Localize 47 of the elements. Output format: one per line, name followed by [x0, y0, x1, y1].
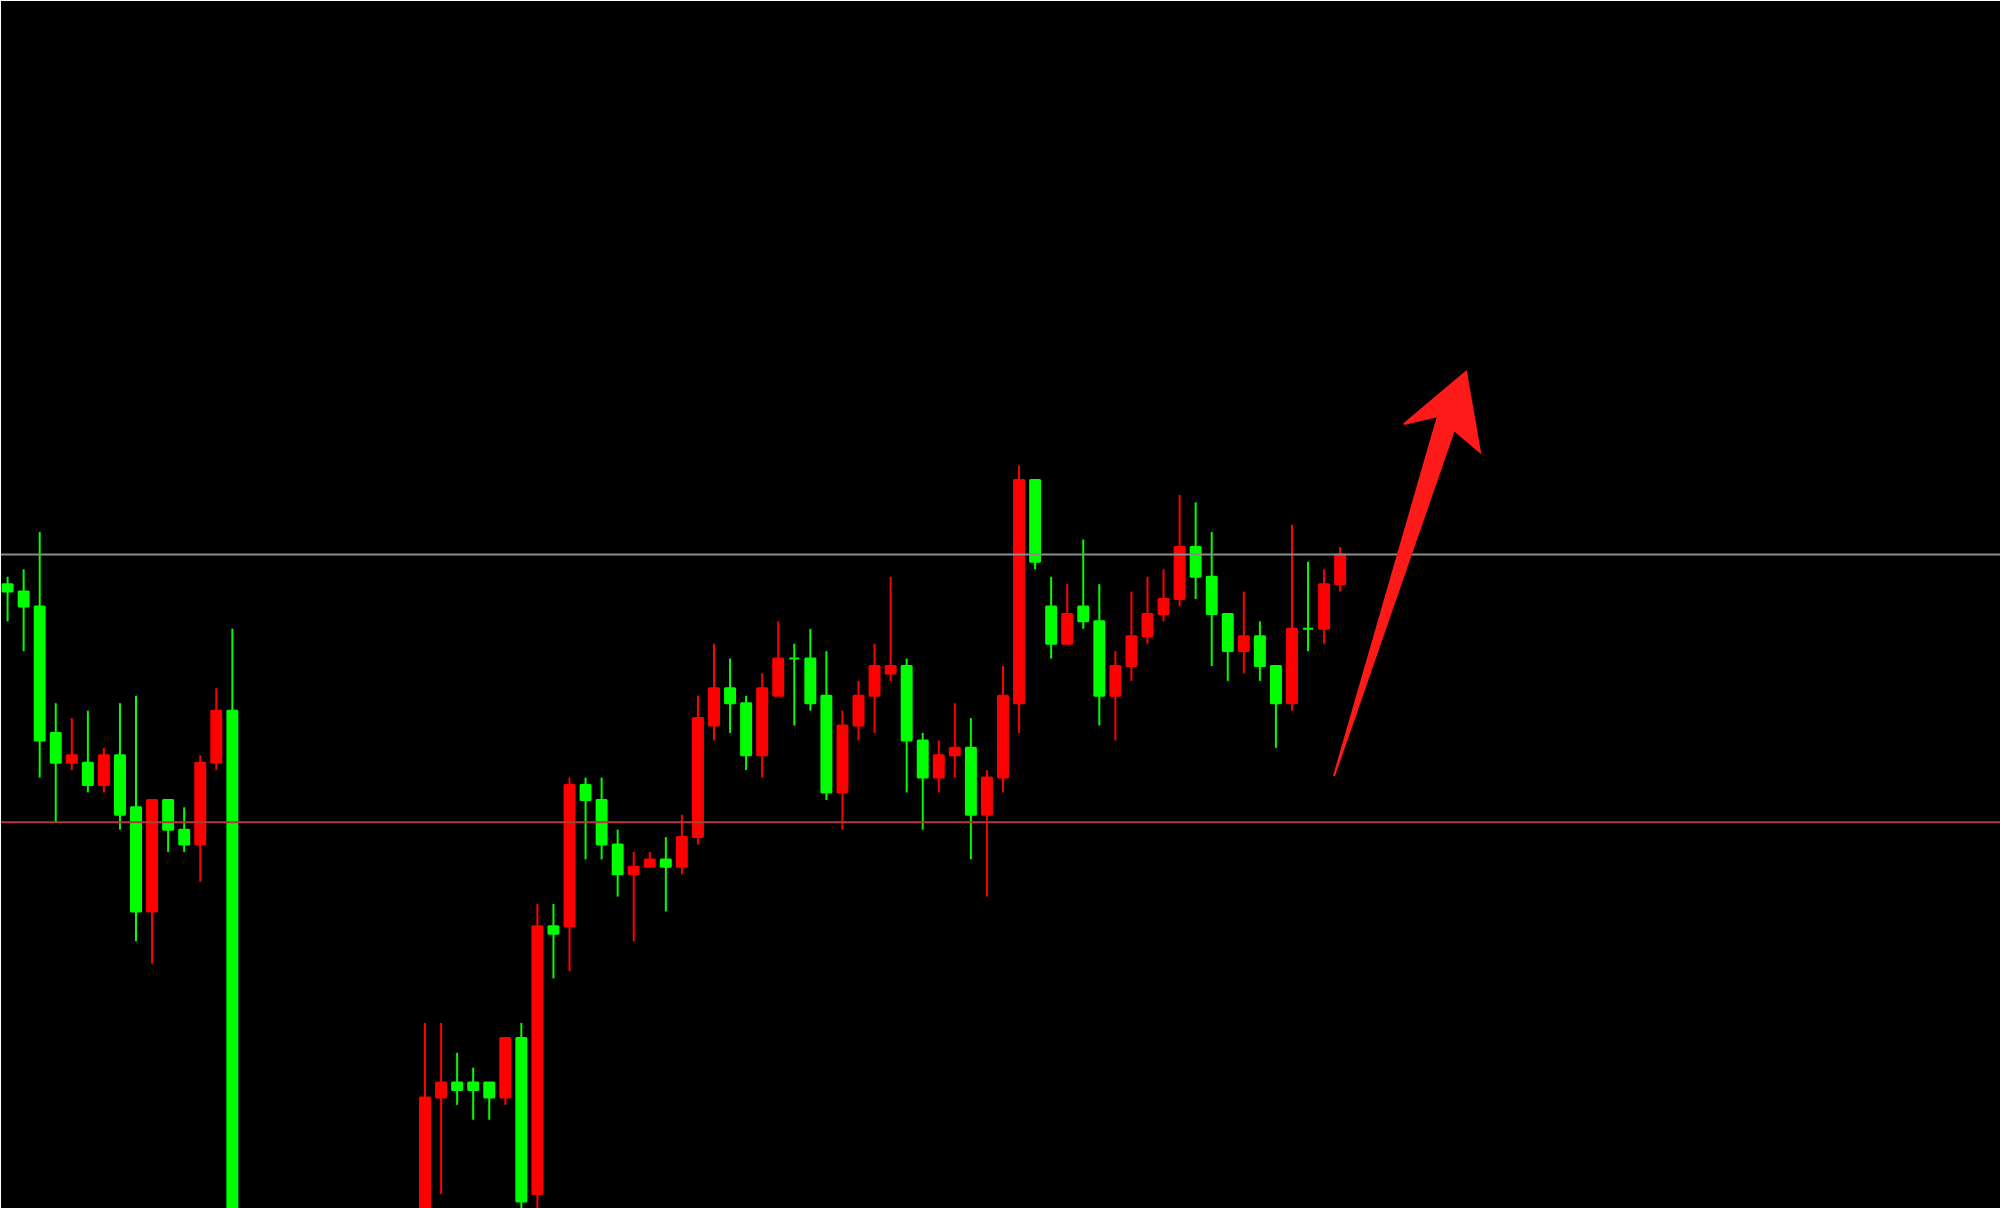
candlestick — [1302, 560, 1315, 653]
candlestick — [1061, 583, 1074, 645]
candlestick — [611, 828, 624, 898]
candlestick — [916, 731, 929, 831]
candlestick — [948, 702, 961, 779]
candlestick — [65, 717, 78, 772]
candlestick — [451, 1051, 464, 1106]
candlestick — [1109, 650, 1122, 742]
candlestick — [884, 575, 897, 682]
candlestick — [1, 575, 14, 623]
candlestick — [1237, 590, 1250, 675]
candlestick — [675, 813, 688, 876]
candlestick — [1205, 531, 1218, 667]
candlestick — [852, 679, 865, 742]
candlestick — [804, 627, 817, 712]
candlestick — [81, 709, 94, 794]
candlestick — [932, 739, 945, 794]
candlestick — [1189, 501, 1202, 601]
candlestick — [178, 806, 191, 853]
candlestick — [49, 702, 62, 824]
candlestick — [579, 776, 592, 861]
candlestick — [595, 776, 608, 861]
candlestick — [1125, 590, 1138, 682]
candlestick — [1221, 612, 1234, 682]
candlestick — [1077, 538, 1090, 630]
candlestick — [1045, 575, 1058, 660]
candlestick — [659, 836, 672, 913]
candlestick — [467, 1066, 480, 1121]
candlestick — [97, 746, 110, 794]
candlestick — [1334, 545, 1347, 593]
candlestick — [724, 657, 737, 734]
candlestick — [772, 620, 785, 697]
candlestick — [1157, 568, 1170, 623]
candlestick — [1253, 620, 1266, 682]
candlestick — [708, 642, 720, 742]
candlestick — [483, 1081, 496, 1121]
candlestick — [547, 903, 560, 980]
candlestick — [627, 850, 640, 943]
candlestick — [788, 642, 801, 727]
candlestick — [1269, 665, 1282, 749]
candlestick — [868, 642, 881, 734]
candlestick — [1141, 575, 1154, 645]
candlestick — [980, 769, 993, 898]
candlestick — [1318, 568, 1331, 645]
candlestick — [17, 568, 30, 653]
candlestick — [162, 798, 175, 853]
candlestick — [435, 1022, 448, 1196]
